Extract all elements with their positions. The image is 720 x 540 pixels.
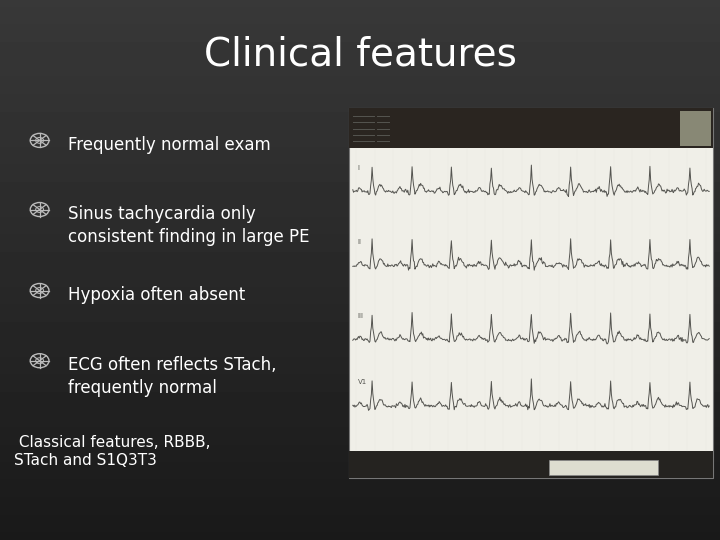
Text: I: I [358, 165, 360, 171]
Text: Clinical features: Clinical features [204, 35, 516, 73]
FancyBboxPatch shape [349, 108, 713, 148]
Text: Classical features, RBBB,
STach and S1Q3T3: Classical features, RBBB, STach and S1Q3… [14, 435, 211, 468]
FancyBboxPatch shape [680, 111, 711, 146]
Text: V1: V1 [358, 380, 367, 386]
Text: II: II [358, 239, 362, 245]
Text: ECG often reflects STach,
frequently normal: ECG often reflects STach, frequently nor… [68, 356, 277, 397]
Text: III: III [358, 313, 364, 319]
Text: Hypoxia often absent: Hypoxia often absent [68, 286, 246, 304]
FancyBboxPatch shape [349, 451, 713, 478]
Text: Sinus tachycardia only
consistent finding in large PE: Sinus tachycardia only consistent findin… [68, 205, 310, 246]
FancyBboxPatch shape [349, 108, 713, 478]
Text: Frequently normal exam: Frequently normal exam [68, 136, 271, 154]
FancyBboxPatch shape [549, 460, 658, 475]
